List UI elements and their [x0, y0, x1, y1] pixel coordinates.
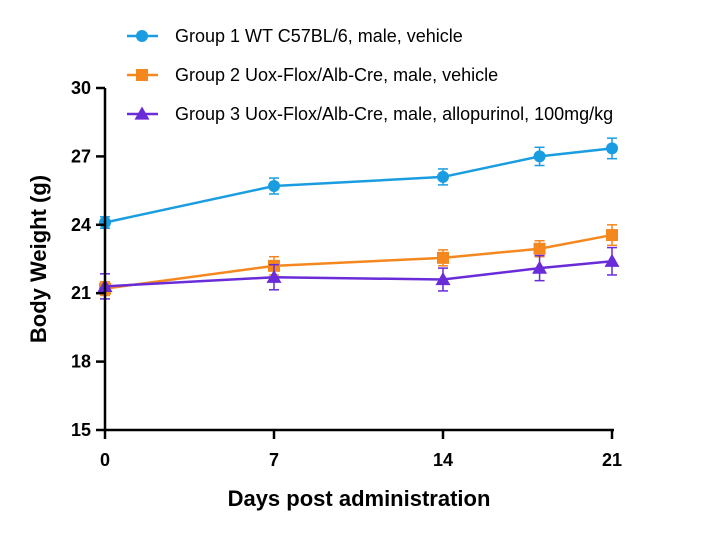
y-tick-label: 27 [71, 146, 91, 166]
x-tick-label: 21 [602, 450, 622, 470]
legend-marker [134, 106, 150, 120]
y-tick-label: 21 [71, 283, 91, 303]
plot-area [97, 137, 620, 300]
data-point [435, 272, 451, 286]
legend-label: Group 3 Uox-Flox/Alb-Cre, male, allopuri… [175, 104, 613, 124]
data-point [268, 180, 280, 193]
data-point [532, 260, 548, 274]
data-point [266, 269, 282, 283]
legend-marker [136, 69, 148, 81]
series-line [104, 260, 613, 288]
data-point [604, 253, 620, 267]
legend-label: Group 2 Uox-Flox/Alb-Cre, male, vehicle [175, 65, 498, 85]
data-point [533, 242, 546, 255]
data-point [606, 229, 618, 242]
legend-label: Group 1 WT C57BL/6, male, vehicle [175, 26, 463, 46]
data-point [533, 150, 546, 163]
legend: Group 1 WT C57BL/6, male, vehicle Group 2… [127, 26, 613, 124]
ticks: 15 18 21 24 27 30 0 7 14 21 [71, 78, 622, 470]
x-tick-label: 14 [433, 450, 453, 470]
y-tick-label: 30 [71, 78, 91, 98]
legend-item: Group 2 Uox-Flox/Alb-Cre, male, vehicle [127, 65, 498, 85]
legend-marker [136, 30, 148, 42]
y-tick-label: 15 [71, 420, 91, 440]
series-3 [97, 246, 620, 300]
data-point [437, 251, 449, 264]
legend-item: Group 3 Uox-Flox/Alb-Cre, male, allopuri… [127, 104, 613, 124]
legend-item: Group 1 WT C57BL/6, male, vehicle [127, 26, 463, 46]
y-tick-label: 18 [71, 352, 91, 372]
y-tick-label: 24 [71, 215, 91, 235]
series-1 [99, 137, 618, 229]
x-tick-label: 7 [269, 450, 279, 470]
axes [103, 88, 614, 432]
data-point [606, 142, 618, 155]
x-axis-title: Days post administration [228, 486, 491, 511]
y-axis-title: Body Weight (g) [26, 175, 51, 343]
data-point [437, 170, 449, 183]
x-tick-label: 0 [100, 450, 110, 470]
